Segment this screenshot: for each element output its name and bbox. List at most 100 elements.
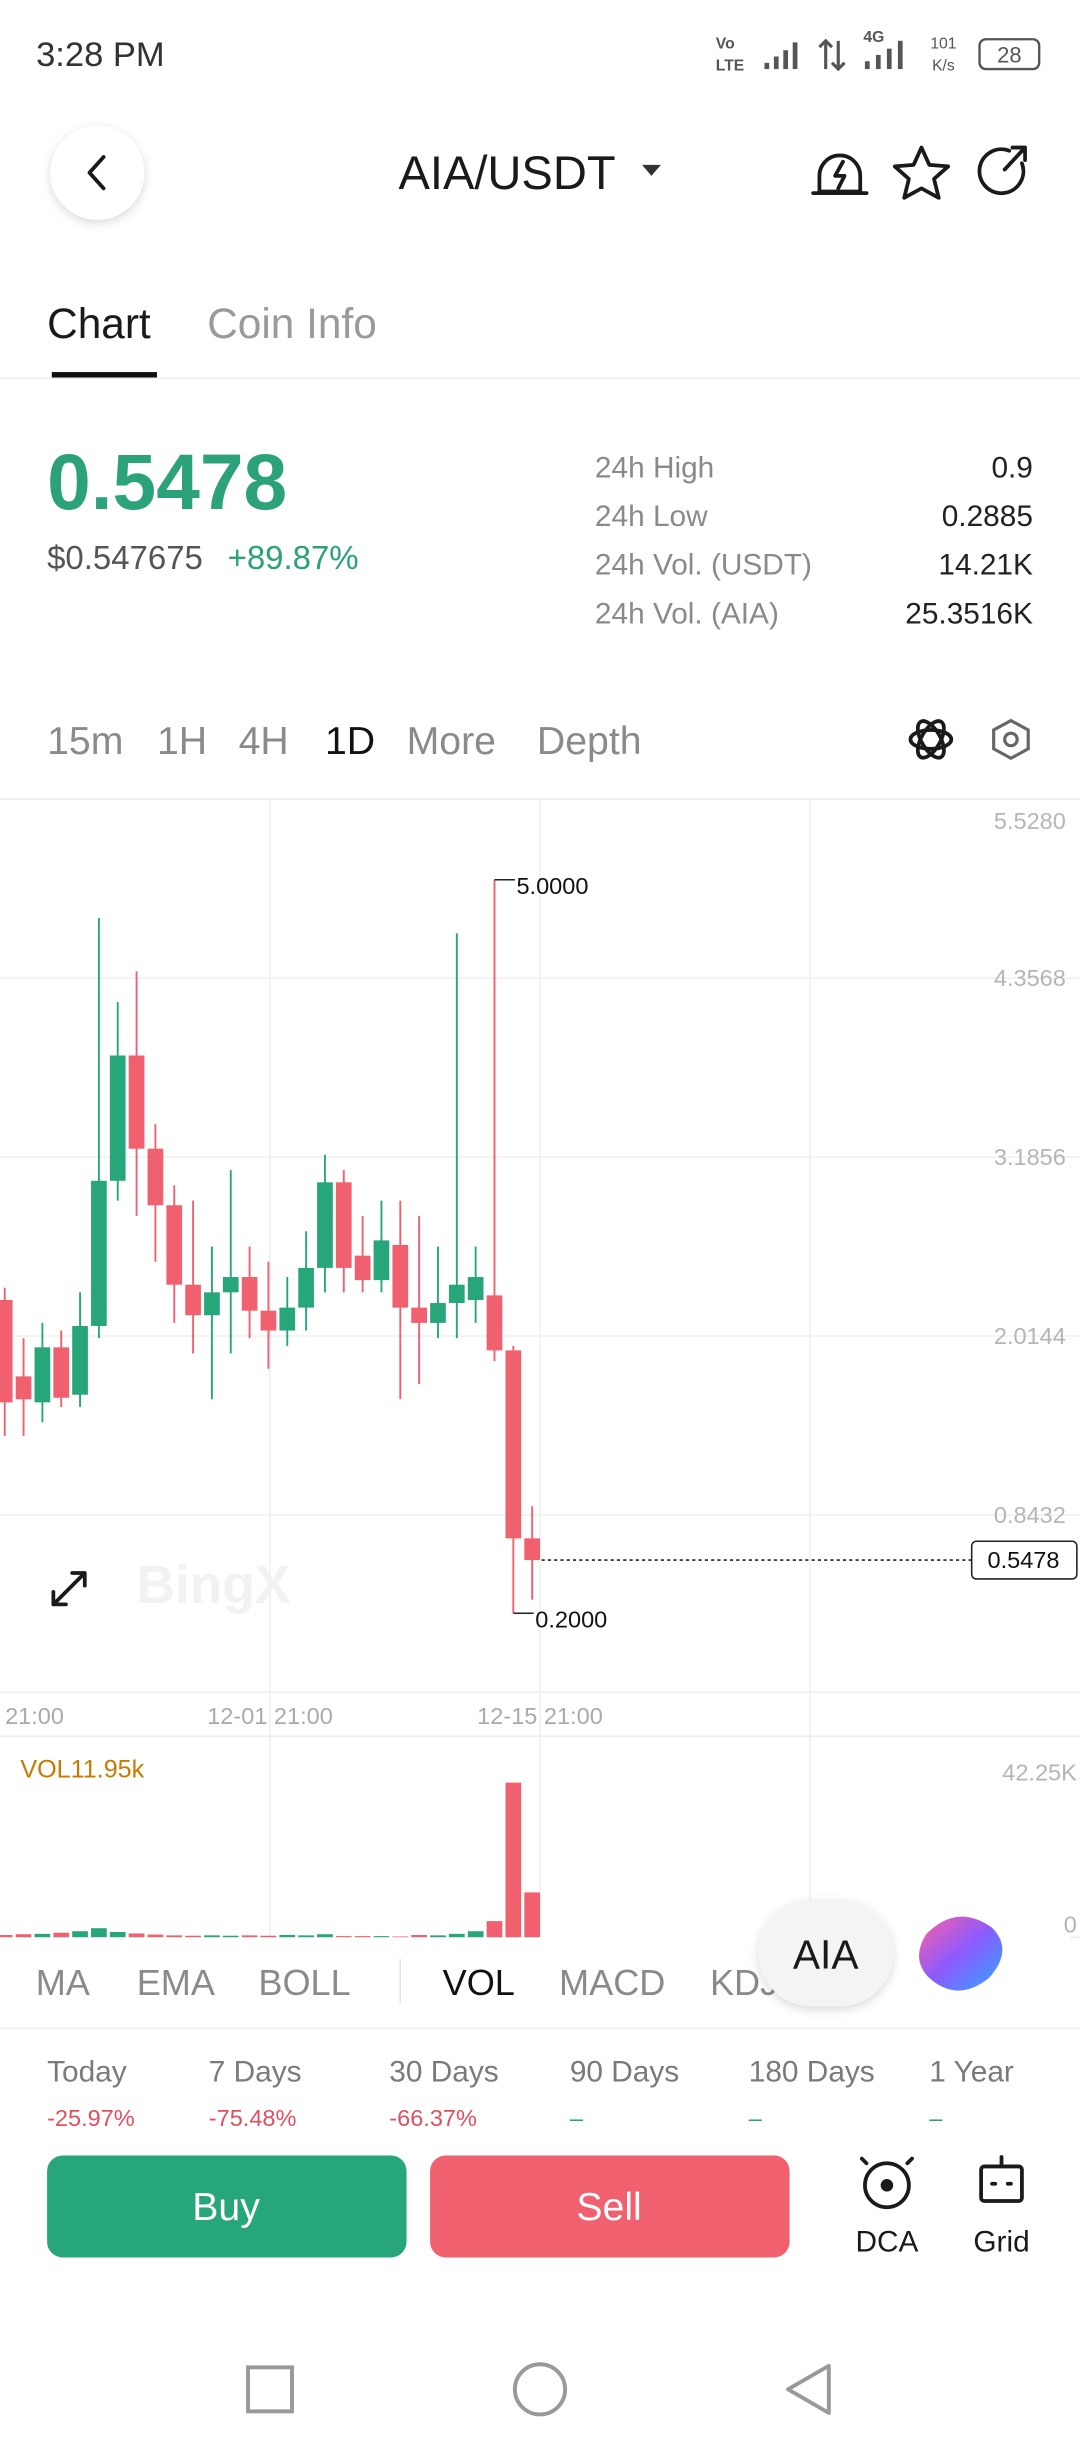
interval-tab[interactable]: Depth — [537, 719, 642, 763]
candle-body — [185, 1284, 201, 1316]
candle-body — [260, 1310, 277, 1331]
volume-bar — [241, 1935, 258, 1938]
nav-back[interactable] — [786, 2363, 831, 2415]
volume-bar — [354, 1936, 371, 1938]
sell-label[interactable]: Sell — [576, 2185, 641, 2229]
candle-body — [109, 1055, 126, 1181]
grid-icon[interactable] — [979, 2155, 1024, 2203]
pair-title[interactable]: AIA/USDT — [398, 146, 615, 199]
x-tick-label: 12-15 21:00 — [477, 1703, 603, 1729]
candle-body — [222, 1277, 239, 1293]
indicator-tab[interactable]: MACD — [559, 1962, 665, 2003]
volume-bar — [279, 1934, 296, 1938]
x-tick-label: 12-01 21:00 — [207, 1703, 333, 1729]
stat-value: 0.2885 — [942, 500, 1033, 533]
high-label: 5.0000 — [516, 873, 588, 899]
candle-body — [354, 1255, 371, 1281]
volume-bar — [486, 1921, 503, 1938]
assistant-button[interactable] — [919, 1916, 1003, 1991]
candle-body — [448, 1284, 465, 1304]
period-change: – — [929, 2105, 943, 2131]
tab-coin-info[interactable]: Coin Info — [207, 300, 377, 347]
volume-bar — [448, 1933, 465, 1938]
sell-button[interactable] — [430, 2155, 790, 2258]
back-button[interactable] — [50, 125, 145, 220]
interval-tab[interactable]: 1D — [325, 719, 375, 763]
candle-body — [392, 1244, 409, 1308]
alert-icon[interactable] — [811, 153, 869, 195]
stat-label: 24h Low — [595, 500, 708, 533]
signal-bar — [897, 40, 903, 70]
favorite-icon[interactable] — [892, 145, 951, 200]
interval-tab[interactable]: 1H — [157, 719, 207, 763]
indicator-tabs: MA EMA BOLL VOL MACD KDJ — [36, 1962, 778, 2003]
price-change: +89.87% — [228, 539, 359, 576]
status-time: 3:28 PM — [36, 36, 165, 74]
candle-body — [204, 1292, 220, 1316]
candle-body — [524, 1538, 540, 1561]
pair-dropdown[interactable] — [642, 164, 661, 176]
volume-bar — [0, 1934, 13, 1938]
volume-bar — [15, 1934, 32, 1938]
period-label: 90 Days — [570, 2056, 679, 2089]
share-icon[interactable] — [977, 145, 1027, 196]
interval-tab[interactable]: 15m — [47, 719, 123, 763]
candle-body — [373, 1240, 390, 1281]
dca-icon[interactable] — [859, 2156, 914, 2210]
candle-body — [0, 1299, 13, 1403]
stat-label: 24h Vol. (AIA) — [595, 597, 779, 630]
volume-bar — [147, 1934, 164, 1938]
candle-body — [298, 1267, 314, 1308]
net-speed: 101 — [930, 35, 956, 52]
indicator-tab[interactable]: BOLL — [258, 1962, 350, 2003]
interval-tab[interactable]: 4H — [239, 719, 289, 763]
nav-home[interactable] — [512, 2362, 568, 2417]
volume-bar — [128, 1933, 145, 1938]
volume-bar — [505, 1782, 522, 1938]
period-label: 7 Days — [209, 2056, 302, 2089]
indicator-tab[interactable]: MA — [36, 1962, 90, 2003]
volume-bar — [430, 1935, 446, 1938]
stat-label: 24h Vol. (USDT) — [595, 549, 812, 582]
volume-bar — [373, 1936, 390, 1938]
back-icon — [87, 155, 106, 191]
expand-icon[interactable] — [51, 1571, 87, 1607]
period-change: -75.48% — [209, 2105, 297, 2131]
y-tick-label: 5.5280 — [994, 808, 1066, 834]
stat-value: 14.21K — [938, 549, 1033, 582]
candle-body — [411, 1307, 427, 1323]
grid-label[interactable]: Grid — [973, 2225, 1029, 2258]
interval-tab[interactable]: More — [407, 719, 496, 763]
signal-bar — [773, 56, 779, 70]
last-price-box — [970, 1540, 1078, 1580]
candle-body — [505, 1350, 522, 1539]
floating-coin-button[interactable] — [758, 1899, 894, 2007]
candle-body — [147, 1148, 164, 1206]
period-change: -25.97% — [47, 2105, 135, 2131]
battery — [978, 38, 1041, 71]
tab-chart[interactable]: Chart — [47, 300, 151, 347]
nav-recents[interactable] — [246, 2365, 294, 2414]
battery-level: 28 — [997, 42, 1021, 67]
volume-bar — [392, 1936, 409, 1938]
indicator-tab[interactable]: EMA — [137, 1962, 215, 2003]
floating-coin-label[interactable]: AIA — [793, 1931, 860, 1977]
last-price-label: 0.5478 — [987, 1547, 1059, 1573]
volume-bar — [467, 1931, 484, 1938]
candle-body — [72, 1325, 88, 1395]
period-label: 180 Days — [749, 2056, 875, 2089]
signal-bar — [783, 50, 789, 70]
candle-body — [486, 1295, 503, 1351]
chart-settings-icon[interactable] — [992, 718, 1030, 761]
signal-bar — [764, 62, 770, 70]
buy-label[interactable]: Buy — [192, 2185, 260, 2229]
indicator-tab[interactable]: VOL — [443, 1962, 515, 2003]
signal-bar — [886, 48, 892, 70]
period-change: -66.37% — [389, 2105, 477, 2131]
signal-icons: Vo LTE 4G 101 K/s 28 — [716, 29, 1041, 74]
buy-button[interactable] — [47, 2155, 407, 2258]
dca-label[interactable]: DCA — [855, 2225, 918, 2258]
indicator-settings-icon[interactable] — [908, 717, 954, 762]
period-label: 30 Days — [389, 2056, 498, 2089]
